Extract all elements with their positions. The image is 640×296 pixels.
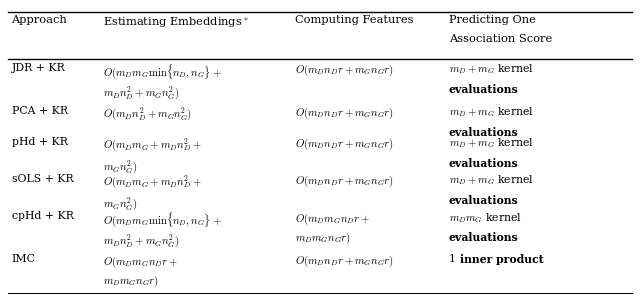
Text: $O(m_Dn_Dr+m_Gn_Gr)$: $O(m_Dn_Dr+m_Gn_Gr)$ [295,63,394,78]
Text: Association Score: Association Score [449,34,552,44]
Text: $m_Dn_D^2+m_Gn_G^2)$: $m_Dn_D^2+m_Gn_G^2)$ [103,84,180,102]
Text: cpHd + KR: cpHd + KR [12,211,74,221]
Text: PCA + KR: PCA + KR [12,106,68,116]
Text: $m_Dn_D^2+m_Gn_G^2)$: $m_Dn_D^2+m_Gn_G^2)$ [103,232,180,250]
Text: $O(m_Dm_G+m_Dn_D^2+$: $O(m_Dm_G+m_Dn_D^2+$ [103,137,202,154]
Text: evaluations: evaluations [449,195,518,206]
Text: 1: 1 [449,254,459,264]
Text: $O(m_Dn_Dr+m_Gn_Gr)$: $O(m_Dn_Dr+m_Gn_Gr)$ [295,137,394,152]
Text: $m_D+m_G$ kernel: $m_D+m_G$ kernel [449,106,534,119]
Text: evaluations: evaluations [449,84,518,95]
Text: $O(m_Dm_G\min\{n_D,n_G\}+$: $O(m_Dm_G\min\{n_D,n_G\}+$ [103,211,222,230]
Text: $m_Dm_Gn_Gr)$: $m_Dm_Gn_Gr)$ [103,275,159,289]
Text: $m_Dm_G$ kernel: $m_Dm_G$ kernel [449,211,522,225]
Text: $O(m_Dm_Gn_Dr+$: $O(m_Dm_Gn_Dr+$ [295,211,370,227]
Text: pHd + KR: pHd + KR [12,137,67,147]
Text: $m_D+m_G$ kernel: $m_D+m_G$ kernel [449,137,534,150]
Text: Computing Features: Computing Features [295,15,413,25]
Text: $O(m_Dn_Dr+m_Gn_Gr)$: $O(m_Dn_Dr+m_Gn_Gr)$ [295,106,394,121]
Text: Estimating Embeddings$^*$: Estimating Embeddings$^*$ [103,15,248,30]
Text: $O(m_Dn_Dr+m_Gn_Gr)$: $O(m_Dn_Dr+m_Gn_Gr)$ [295,254,394,269]
Text: $O(m_Dn_Dr+m_Gn_Gr)$: $O(m_Dn_Dr+m_Gn_Gr)$ [295,174,394,189]
Text: sOLS + KR: sOLS + KR [12,174,73,184]
Text: $m_Gn_G^2)$: $m_Gn_G^2)$ [103,158,138,176]
Text: $O(m_Dm_G\min\{n_D,n_G\}+$: $O(m_Dm_G\min\{n_D,n_G\}+$ [103,63,222,82]
Text: $m_Gn_G^2)$: $m_Gn_G^2)$ [103,195,138,213]
Text: evaluations: evaluations [449,127,518,138]
Text: $m_Dm_Gn_Gr)$: $m_Dm_Gn_Gr)$ [295,232,351,246]
Text: Predicting One: Predicting One [449,15,536,25]
Text: JDR + KR: JDR + KR [12,63,65,73]
Text: evaluations: evaluations [449,158,518,169]
Text: $m_D+m_G$ kernel: $m_D+m_G$ kernel [449,174,534,187]
Text: IMC: IMC [12,254,35,264]
Text: $O(m_Dm_Gn_Dr+$: $O(m_Dm_Gn_Dr+$ [103,254,178,270]
Text: $m_D+m_G$ kernel: $m_D+m_G$ kernel [449,63,534,76]
Text: Approach: Approach [12,15,67,25]
Text: inner product: inner product [460,254,544,265]
Text: evaluations: evaluations [449,232,518,243]
Text: $O(m_Dm_G+m_Dn_D^2+$: $O(m_Dm_G+m_Dn_D^2+$ [103,174,202,191]
Text: $O(m_Dn_D^2+m_Gn_G^2)$: $O(m_Dn_D^2+m_Gn_G^2)$ [103,106,192,123]
